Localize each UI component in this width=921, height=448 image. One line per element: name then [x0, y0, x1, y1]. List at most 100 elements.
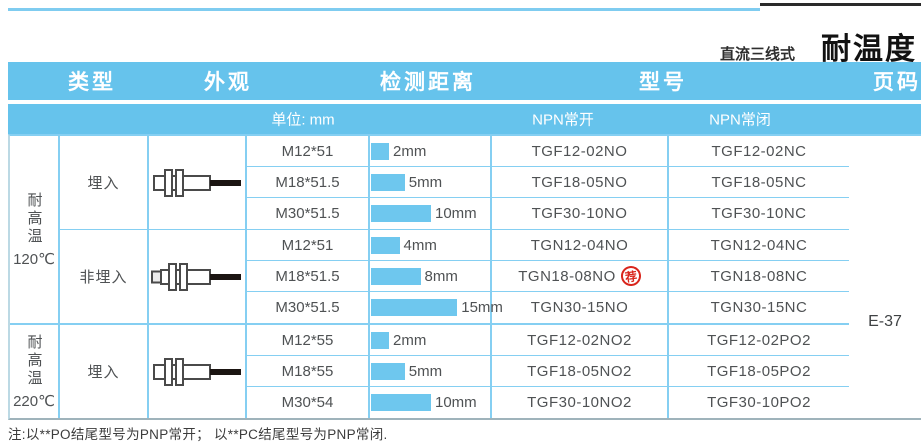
model-no-cell: TGF12-02NO2: [492, 325, 669, 355]
distance-cell: 10mm: [370, 198, 492, 229]
size-label: M30*51.5: [275, 205, 340, 222]
table-row: M30*54 10mm TGF30-10NO2 TGF30-10PO2: [247, 387, 849, 418]
distance-cell: 15mm: [370, 292, 503, 323]
model-no: TGF18-05NO2: [527, 362, 632, 380]
distance-bar: [371, 394, 431, 411]
non-flush-sensor-icon: [151, 262, 241, 291]
footnote: 注:以**PO结尾型号为PNP常开； 以**PC结尾型号为PNP常闭.: [8, 427, 388, 442]
size-cell: M18*51.5: [247, 167, 370, 197]
distance-cell: 4mm: [370, 230, 492, 260]
table-row: M12*55 2mm TGF12-02NO2 TGF12-02PO2: [247, 325, 849, 356]
model-no: TGF30-10NO2: [527, 394, 632, 411]
distance-label: 5mm: [408, 362, 443, 380]
temp-group-120: 耐高温 120℃ 埋入: [10, 136, 849, 325]
flush-sensor-icon: [153, 168, 241, 197]
model-nc: TGF12-02PO2: [707, 331, 811, 349]
distance-label: 10mm: [435, 205, 477, 222]
distance-label: 4mm: [403, 236, 437, 254]
size-cell: M12*55: [247, 325, 370, 355]
model-nc: TGF30-10NC: [711, 205, 807, 222]
model-nc-cell: TGF30-10PO2: [669, 387, 849, 418]
table-row: M30*51.5 15mm TGN30-15NO TGN30-15NC: [247, 292, 849, 323]
distance-bar: [371, 331, 389, 349]
temp-label: 耐高温: [25, 333, 43, 388]
model-nc: TGF18-05NC: [711, 173, 807, 191]
model-nc-cell: TGF18-05NC: [669, 167, 849, 197]
distance-label: 8mm: [424, 267, 458, 285]
appearance-cell: [149, 230, 247, 323]
distance-cell: 5mm: [370, 356, 492, 386]
page-title: 耐温度: [821, 33, 917, 66]
table-row: M12*51 2mm TGF12-02NO TGF12-02NC: [247, 136, 849, 167]
temp-value: 220℃: [13, 392, 55, 410]
model-no-cell: TGF18-05NO: [492, 167, 669, 197]
distance-bar: [371, 173, 405, 191]
model-no-cell: TGN18-08NO 荐: [492, 261, 669, 291]
temp-cell-220: 耐高温 220℃: [10, 325, 60, 418]
distance-bar: [371, 236, 400, 254]
distance-label: 5mm: [408, 173, 443, 191]
size-label: M12*55: [281, 331, 334, 349]
model-no: TGF30-10NO: [531, 205, 628, 222]
type-cell: 埋入: [60, 136, 149, 229]
size-cell: M12*51: [247, 230, 370, 260]
distance-label: 2mm: [393, 331, 427, 349]
temp-value: 120℃: [13, 250, 55, 268]
type-cell: 非埋入: [60, 230, 149, 323]
table-row: M18*51.5 8mm TGN18-08NO 荐 TGN18-08NC: [247, 261, 849, 292]
type-label: 埋入: [87, 364, 120, 381]
distance-label: 15mm: [461, 299, 503, 316]
appearance-cell: [149, 325, 247, 418]
size-cell: M18*51.5: [247, 261, 370, 291]
table-body: 耐高温 120℃ 埋入: [8, 134, 921, 420]
model-no: TGN18-08NO: [518, 267, 616, 285]
header-page: 页码: [873, 71, 921, 94]
model-nc-cell: TGF18-05PO2: [669, 356, 849, 386]
model-no-cell: TGF30-10NO: [492, 198, 669, 229]
model-nc: TGN12-04NC: [710, 236, 808, 254]
distance-bar: [371, 205, 431, 222]
page-ref: E-37: [868, 313, 902, 331]
subgroup-non-flush: 非埋入 M12*51 4mm: [60, 230, 849, 323]
model-nc: TGN18-08NC: [710, 267, 808, 285]
model-no: TGN12-04NO: [530, 236, 629, 254]
model-nc: TGF18-05PO2: [707, 362, 811, 380]
model-no-cell: TGF30-10NO2: [492, 387, 669, 418]
distance-cell: 2mm: [370, 325, 492, 355]
temp-cell-120: 耐高温 120℃: [10, 136, 60, 323]
distance-label: 2mm: [393, 142, 427, 160]
table-subheader-band: 单位: mm NPN常开 NPN常闭: [8, 104, 921, 134]
model-nc-cell: TGF12-02NC: [669, 136, 849, 166]
size-label: M12*51: [281, 236, 334, 254]
model-no: TGF12-02NO2: [527, 331, 632, 349]
subgroup-flush: 埋入 M12*55 2mm T: [60, 325, 849, 418]
top-accent-line-blue: [8, 8, 760, 11]
temp-label: 耐高温: [25, 191, 43, 246]
model-nc-cell: TGF30-10NC: [669, 198, 849, 229]
header-model: 型号: [639, 71, 687, 94]
page-title-row: 直流三线式 耐温度: [0, 24, 921, 68]
header-distance: 检测距离: [380, 71, 476, 94]
model-no: TGF18-05NO: [531, 173, 628, 191]
model-no-cell: TGF18-05NO2: [492, 356, 669, 386]
size-cell: M30*54: [247, 387, 370, 418]
table-row: M30*51.5 10mm TGF30-10NO TGF30-10NC: [247, 198, 849, 229]
size-label: M18*55: [281, 362, 334, 380]
subheader-npn-nc: NPN常闭: [709, 111, 771, 129]
size-cell: M18*55: [247, 356, 370, 386]
series-label: 直流三线式: [719, 46, 795, 63]
model-nc-cell: TGN30-15NC: [669, 292, 849, 323]
top-accent-line-black: [760, 3, 921, 6]
model-no: TGF12-02NO: [531, 142, 628, 160]
table-row: M18*51.5 5mm TGF18-05NO TGF18-05NC: [247, 167, 849, 198]
appearance-cell: [149, 136, 247, 229]
size-label: M18*51.5: [275, 267, 340, 285]
temp-group-220: 耐高温 220℃ 埋入: [10, 325, 849, 418]
page-ref-column: E-37: [849, 136, 921, 418]
model-no-cell: TGN12-04NO: [492, 230, 669, 260]
size-label: M30*51.5: [275, 299, 340, 316]
subgroup-flush: 埋入 M12*51 2mm T: [60, 136, 849, 230]
model-no-cell: TGN30-15NO: [492, 292, 669, 323]
subheader-npn-no: NPN常开: [532, 111, 594, 129]
model-nc: TGF12-02NC: [711, 142, 807, 160]
